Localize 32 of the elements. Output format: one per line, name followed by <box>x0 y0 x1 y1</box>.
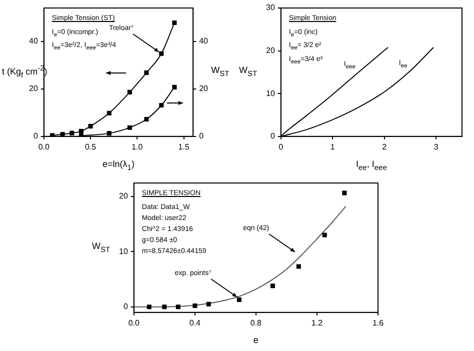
y2-tick-label: 20 <box>199 84 209 94</box>
y2-axis-title: W$_{ST}$ <box>211 65 230 80</box>
x-tick-label: 0.0 <box>38 142 50 152</box>
x-tick-label: 1.0 <box>132 142 144 152</box>
x-tick-label: 0.0 <box>128 318 140 328</box>
x-tick-label: 2 <box>382 142 388 152</box>
x-tick-label: 1.2 <box>311 318 324 328</box>
x-tick-label: 0.8 <box>250 318 262 328</box>
y-axis-title: W$_{ST}$ <box>92 240 110 255</box>
x-axis-title: e <box>253 335 258 345</box>
x-axis-title: e=ln(λ$_{1}$) <box>102 159 134 173</box>
y-tick-label: 0 <box>270 132 276 141</box>
x-tick-label: 1 <box>330 142 336 152</box>
x-tick-label: 1.6 <box>372 318 384 328</box>
y-tick-label: 10 <box>266 88 276 98</box>
y-tick-label: 0 <box>33 132 38 141</box>
x-axis-title: I$_{ee}$, I$_{eee}$ <box>356 159 387 173</box>
y-tick-label: 10 <box>118 246 128 256</box>
y-tick-label: 20 <box>28 84 38 94</box>
x-tick-label: 1.5 <box>178 142 190 152</box>
y-axis-title: W$_{ST}$ <box>239 65 258 80</box>
y-tick-label: 20 <box>266 46 276 56</box>
x-tick-label: 0.5 <box>84 142 97 152</box>
y2-tick-label: 40 <box>199 36 209 46</box>
y-tick-label: 20 <box>118 191 128 200</box>
y-tick-label: 40 <box>28 36 38 46</box>
y-tick-label: 30 <box>266 3 276 12</box>
y2-tick-label: 0 <box>199 132 204 141</box>
y-tick-label: 0 <box>123 302 128 312</box>
x-tick-label: 0.4 <box>189 318 202 328</box>
x-tick-label: 0 <box>278 142 284 152</box>
x-tick-label: 3 <box>434 142 439 152</box>
